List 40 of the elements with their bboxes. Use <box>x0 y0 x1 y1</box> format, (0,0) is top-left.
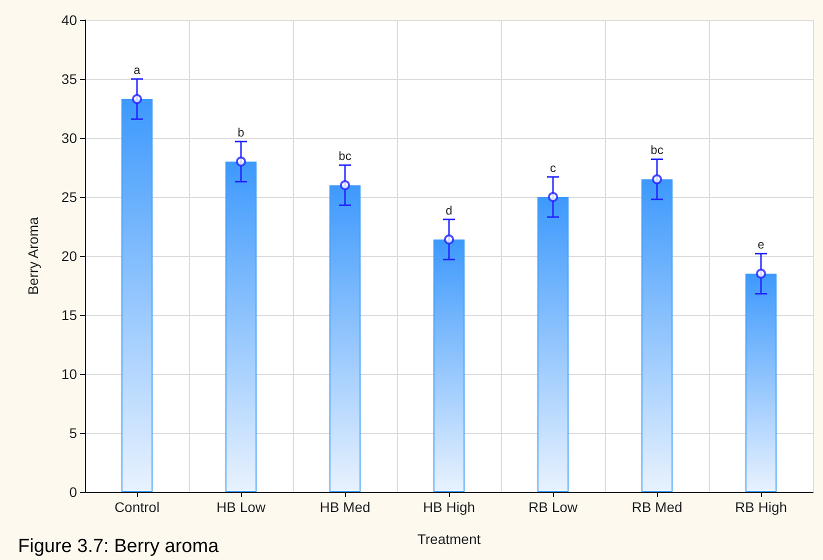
point <box>132 94 142 104</box>
y-tick-label: 25 <box>61 189 78 205</box>
y-tick-label: 15 <box>61 307 78 323</box>
x-tick-label: RB High <box>734 499 788 515</box>
point <box>236 156 246 167</box>
annotation: c <box>550 160 556 175</box>
bar <box>537 197 569 492</box>
y-axis-title: Berry Aroma <box>25 216 41 295</box>
y-tick-label: 30 <box>61 130 78 146</box>
bar <box>225 162 257 492</box>
caption: Figure 3.7: Berry aroma <box>18 536 220 557</box>
point <box>548 192 558 202</box>
bar <box>641 179 673 492</box>
annotation: e <box>758 238 765 252</box>
annotation: d <box>446 203 452 218</box>
annotation: bc <box>650 143 664 158</box>
x-tick-label: Control <box>114 499 160 515</box>
x-tick-label: RB Med <box>632 499 682 515</box>
y-tick-label: 40 <box>61 12 78 28</box>
x-tick-label: HB High <box>422 499 476 515</box>
y-tick-label: 0 <box>69 484 78 500</box>
bar <box>745 274 777 492</box>
point <box>444 234 454 244</box>
y-tick-label: 5 <box>69 425 78 441</box>
annotation: a <box>134 63 141 77</box>
x-axis-title: Treatment <box>417 531 481 547</box>
annotation: bc <box>338 149 352 164</box>
y-tick-label: 10 <box>61 366 78 382</box>
x-tick-label: HB Med <box>320 499 370 515</box>
point <box>756 268 766 279</box>
y-tick-label: 35 <box>61 71 78 87</box>
bar <box>433 239 465 492</box>
y-tick-label: 20 <box>61 248 78 264</box>
point <box>340 180 350 190</box>
point <box>652 174 662 184</box>
x-tick-label: RB Low <box>528 499 578 515</box>
bar <box>121 99 153 492</box>
x-tick-label: HB Low <box>216 499 266 515</box>
annotation: b <box>238 126 245 140</box>
bar <box>329 185 361 492</box>
